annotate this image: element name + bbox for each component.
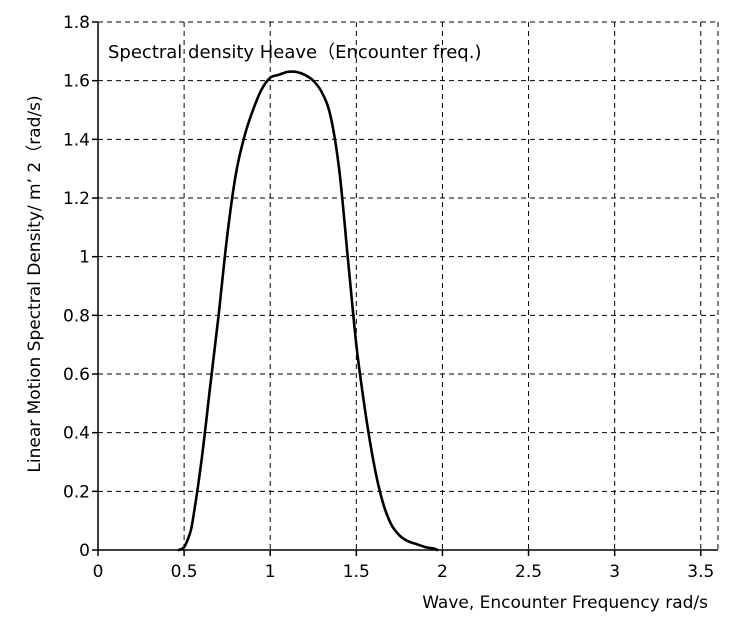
y-tick-label: 1.6 bbox=[63, 72, 90, 92]
y-tick-label: 0 bbox=[79, 541, 90, 561]
x-tick-label: 2 bbox=[437, 562, 448, 582]
x-tick-label: 1.5 bbox=[343, 562, 370, 582]
axes bbox=[92, 21, 718, 556]
y-tick-label: 1.2 bbox=[63, 189, 90, 209]
y-tick-label: 0.4 bbox=[63, 424, 90, 444]
y-tick-label: 1.8 bbox=[63, 13, 90, 33]
x-tick-label: 0.5 bbox=[171, 562, 198, 582]
chart-title: Spectral density Heave（Encounter freq.) bbox=[108, 42, 481, 63]
x-tick-label: 3.5 bbox=[687, 562, 714, 582]
x-tick-label: 3 bbox=[609, 562, 620, 582]
series-line bbox=[177, 70, 439, 552]
y-tick-label: 1.4 bbox=[63, 130, 90, 150]
grid bbox=[98, 21, 719, 550]
x-axis-title: Wave, Encounter Frequency rad/s bbox=[422, 593, 708, 613]
series bbox=[177, 70, 439, 552]
y-tick-label: 0.8 bbox=[63, 306, 90, 326]
x-tick-label: 1 bbox=[265, 562, 276, 582]
x-tick-label: 0 bbox=[93, 562, 104, 582]
y-tick-label: 0.6 bbox=[63, 365, 90, 385]
y-tick-label: 0.2 bbox=[63, 482, 90, 502]
y-axis-title: Linear Motion Spectral Density/ m’ 2（rad… bbox=[25, 95, 45, 472]
tick-labels: 0 0.2 0.4 0.6 0.8 1 1.2 1.4 1.6 1.8 0 0.5 1 1.5 2 2.5 3 3… bbox=[63, 13, 714, 582]
x-tick-label: 2.5 bbox=[515, 562, 542, 582]
y-tick-label: 1 bbox=[79, 248, 90, 268]
